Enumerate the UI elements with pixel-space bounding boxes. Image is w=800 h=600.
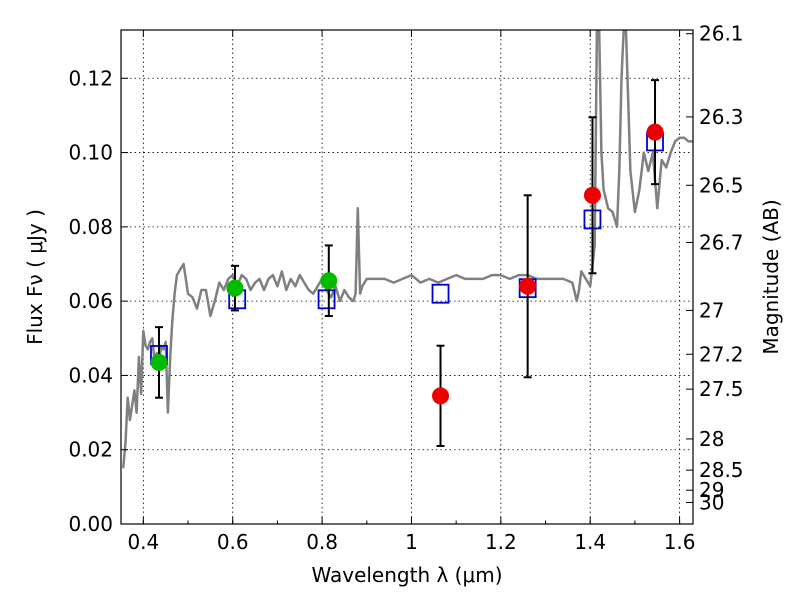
data-points — [150, 79, 664, 447]
y-tick-label: 0.06 — [68, 289, 113, 313]
observed-red-point — [583, 186, 601, 204]
x-tick-label: 1.2 — [485, 530, 517, 554]
plot-area — [121, 30, 693, 469]
x-tick-label: 0.8 — [306, 530, 338, 554]
y-axis-label: Flux Fν ( μJy ) — [23, 209, 47, 345]
y2-tick-label: 27.2 — [699, 342, 744, 366]
y2-tick-label: 27 — [699, 298, 724, 322]
model-photometry-square — [317, 289, 336, 310]
observed-red-point — [646, 123, 664, 141]
y-tick-label: 0.00 — [68, 512, 113, 536]
x-tick-label: 1.6 — [664, 530, 696, 554]
y-tick-label: 0.08 — [68, 215, 113, 239]
y2-tick-label: 30 — [699, 490, 724, 514]
y-tick-label: 0.04 — [68, 363, 113, 387]
x-axis-label: Wavelength λ (μm) — [311, 563, 502, 587]
y-tick-label: 0.10 — [68, 141, 113, 165]
x-tick-label: 1.4 — [574, 530, 606, 554]
observed-red-point — [519, 277, 537, 295]
plot-frame — [120, 29, 694, 525]
observed-green-point — [320, 272, 338, 290]
y2-tick-label: 28.5 — [699, 458, 744, 482]
y2-tick-label: 26.7 — [699, 230, 744, 254]
y2-tick-label: 29 — [699, 478, 724, 502]
x-tick-label: 0.6 — [217, 530, 249, 554]
y-tick-label: 0.02 — [68, 438, 113, 462]
observed-green-point — [226, 279, 244, 297]
observed-red-point — [432, 387, 450, 405]
y-tick-label: 0.12 — [68, 66, 113, 90]
model-spectrum-line — [121, 30, 693, 469]
y2-tick-label: 26.5 — [699, 173, 744, 197]
x-tick-label: 0.4 — [127, 530, 159, 554]
x-tick-label: 1 — [405, 530, 418, 554]
y2-tick-label: 26.3 — [699, 105, 744, 129]
observed-green-point — [150, 353, 168, 371]
model-photometry-square — [431, 283, 450, 304]
y2-axis-label: Magnitude (AB) — [759, 199, 783, 354]
y2-tick-label: 27.5 — [699, 377, 744, 401]
axis-ticks: 0.4 0.6 0.8 1 1.2 1.4 1.6 0.00 0.02 0.04 0.06 0.08 0… — [68, 22, 743, 554]
y2-tick-label: 26.1 — [699, 22, 744, 46]
y2-tick-label: 28 — [699, 427, 724, 451]
